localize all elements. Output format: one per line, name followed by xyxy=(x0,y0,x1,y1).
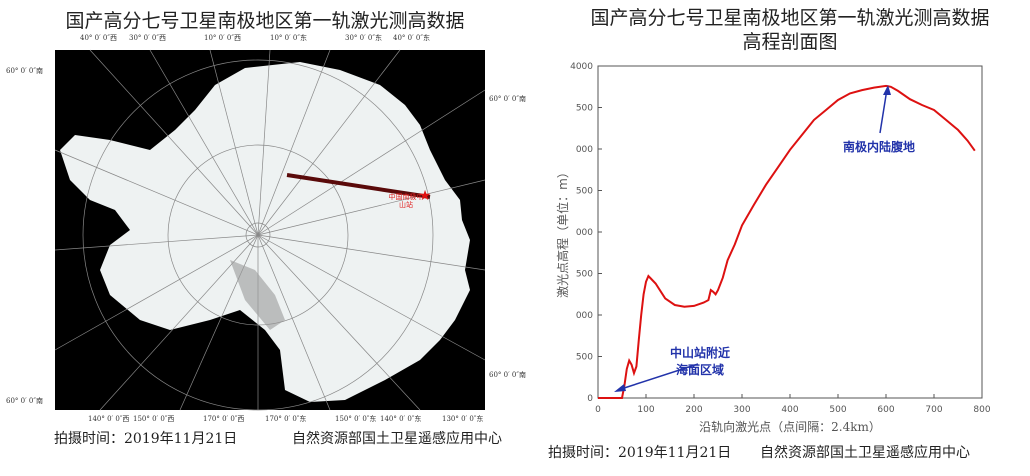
arrowhead-icon xyxy=(614,384,626,392)
tick-label: 150° 0′ 0″西 xyxy=(133,415,175,423)
tick-label: 130° 0′ 0″东 xyxy=(442,415,484,423)
sea-annotation: 中山站附近 海面区域 xyxy=(670,345,730,379)
map-title: 国产高分七号卫星南极地区第一轨激光测高数据 xyxy=(65,10,465,32)
station-star-icon: ★ xyxy=(419,188,432,204)
elevation-chart: 0 100 200 300 400 500 600 700 800 0 500 000 500 000 50… xyxy=(555,62,991,434)
inland-annotation-arrow xyxy=(879,88,888,134)
plot-area xyxy=(597,65,983,399)
tick-label: 170° 0′ 0″东 xyxy=(265,415,307,423)
x-tick-label: 300 xyxy=(733,405,750,415)
tick-label: 140° 0′ 0″西 xyxy=(88,415,130,423)
tick-label: 60° 0′ 0″南 xyxy=(489,371,526,379)
tick-label: 60° 0′ 0″南 xyxy=(489,95,526,103)
y-tick-label: 000 xyxy=(576,145,593,155)
y-tick-label: 500 xyxy=(576,104,593,114)
y-tick-label: 500 xyxy=(576,187,593,197)
sea-annotation-arrow xyxy=(617,363,699,391)
x-axis-label: 沿轨向激光点（点间隔：2.4km） xyxy=(699,419,881,434)
tick-label: 40° 0′ 0″东 xyxy=(393,34,430,42)
x-tick-label: 400 xyxy=(781,405,798,415)
y-tick-label: 4000 xyxy=(570,62,593,72)
chart-title-line2: 高程剖面图 xyxy=(742,31,838,53)
x-tick-label: 600 xyxy=(877,405,894,415)
chart-title: 国产高分七号卫星南极地区第一轨激光测高数据 高程剖面图 xyxy=(560,6,1020,54)
x-tick-label: 700 xyxy=(925,405,942,415)
tick-label: 30° 0′ 0″东 xyxy=(345,34,382,42)
arrowhead-icon xyxy=(883,85,891,95)
x-tick-label: 0 xyxy=(595,405,601,415)
x-tick-label: 500 xyxy=(829,405,846,415)
chart-title-line1: 国产高分七号卫星南极地区第一轨激光测高数据 xyxy=(590,7,990,29)
tick-label: 60° 0′ 0″南 xyxy=(6,397,43,405)
tick-label: 140° 0′ 0″东 xyxy=(380,415,422,423)
x-tick-label: 100 xyxy=(637,405,654,415)
map-footer-date: 拍摄时间：2019年11月21日 xyxy=(54,431,238,447)
map-footer-org: 自然资源部国土卫星遥感应用中心 xyxy=(292,431,502,447)
y-tick-label: 000 xyxy=(576,228,593,238)
tick-label: 10° 0′ 0″西 xyxy=(204,34,241,42)
y-axis-label: 激光点高程（单位：m） xyxy=(555,166,570,298)
tick-label: 150° 0′ 0″东 xyxy=(335,415,377,423)
y-tick-label: 000 xyxy=(576,311,593,321)
laser-track xyxy=(286,173,431,199)
tick-label: 10° 0′ 0″东 xyxy=(270,34,307,42)
antarctica-map: ★ xyxy=(54,49,486,411)
chart-footer-org: 自然资源部国土卫星遥感应用中心 xyxy=(760,445,970,461)
annotation-line: 海面区域 xyxy=(676,363,725,377)
inland-annotation: 南极内陆腹地 xyxy=(843,140,916,154)
elevation-line xyxy=(598,84,976,399)
tick-label: 40° 0′ 0″西 xyxy=(80,34,117,42)
station-label: 中国南极中山站 xyxy=(388,193,424,209)
annotation-line: 中山站附近 xyxy=(670,346,731,360)
y-tick-label: 500 xyxy=(576,270,593,280)
tick-label: 30° 0′ 0″西 xyxy=(129,34,166,42)
chart-footer-date: 拍摄时间：2019年11月21日 xyxy=(548,445,732,461)
mountain-region xyxy=(230,260,285,330)
y-tick-label: 500 xyxy=(576,353,593,363)
x-tick-label: 200 xyxy=(685,405,702,415)
antarctica-landmass xyxy=(60,62,470,402)
tick-label: 170° 0′ 0″西 xyxy=(203,415,245,423)
y-tick-label: 0 xyxy=(587,394,593,404)
tick-label: 60° 0′ 0″南 xyxy=(6,67,43,75)
x-tick-label: 800 xyxy=(973,405,990,415)
